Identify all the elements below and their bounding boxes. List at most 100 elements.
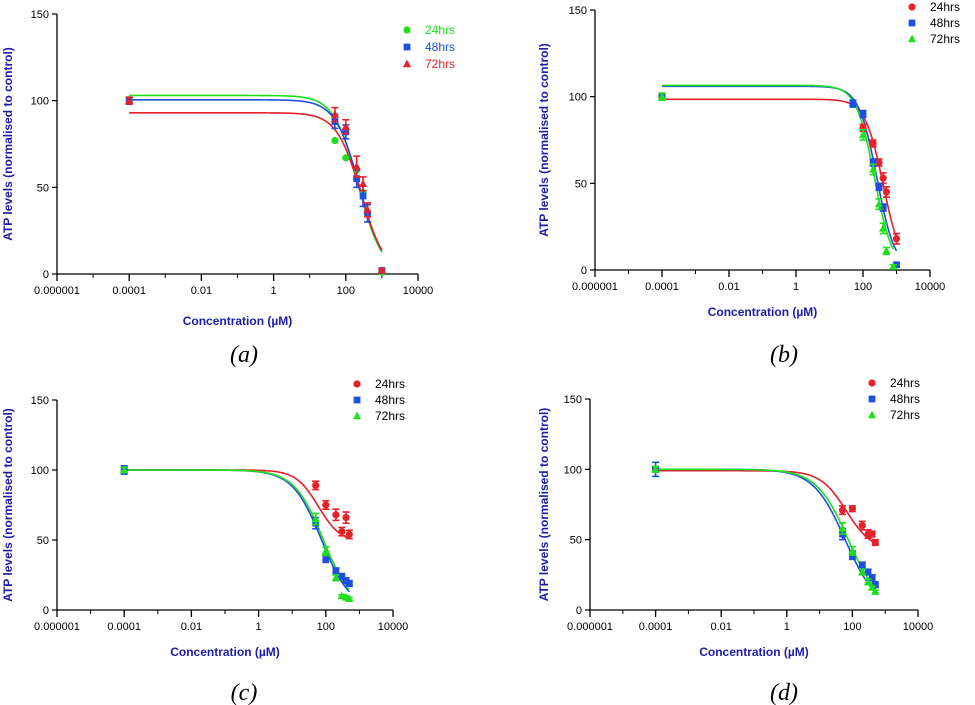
data-point-72hrs bbox=[874, 199, 884, 208]
data-point-72hrs bbox=[120, 465, 129, 474]
legend-marker-24hrs bbox=[403, 26, 411, 34]
x-axis-label: Concentration (µM) bbox=[699, 645, 809, 659]
y-tick-label: 50 bbox=[37, 535, 49, 547]
data-point-72hrs bbox=[377, 266, 386, 274]
x-tick-label: 100 bbox=[854, 281, 872, 293]
x-tick-label: 0.0001 bbox=[639, 621, 673, 633]
y-tick-label: 150 bbox=[569, 5, 587, 17]
data-point-24hrs bbox=[345, 530, 353, 539]
legend-marker-48hrs bbox=[868, 395, 876, 403]
fit-curve-72hrs bbox=[655, 468, 876, 589]
x-tick-label: 100 bbox=[317, 621, 335, 633]
data-point-48hrs bbox=[858, 561, 866, 569]
legend-label-72hrs: 72hrs bbox=[425, 57, 455, 71]
data-point-72hrs bbox=[879, 224, 888, 232]
data-point-72hrs bbox=[311, 514, 320, 523]
data-point-24hrs bbox=[332, 511, 340, 519]
y-tick-label: 50 bbox=[37, 182, 49, 194]
x-axis-label: Concentration (µM) bbox=[708, 305, 818, 319]
x-tick-label: 10000 bbox=[378, 621, 409, 633]
data-point-72hrs bbox=[363, 205, 372, 214]
data-point-72hrs bbox=[838, 524, 847, 532]
data-point-24hrs bbox=[871, 538, 879, 547]
legend-label-24hrs: 24hrs bbox=[425, 23, 455, 37]
x-axis-label: Concentration (µM) bbox=[170, 645, 280, 659]
legend-marker-24hrs bbox=[868, 379, 876, 387]
data-point-48hrs bbox=[868, 574, 876, 582]
data-point-48hrs bbox=[353, 175, 361, 183]
data-point-24hrs bbox=[322, 501, 330, 509]
x-tick-label: 1 bbox=[793, 281, 799, 293]
data-point-72hrs bbox=[868, 583, 877, 591]
data-point-48hrs bbox=[849, 100, 857, 107]
legend-marker-72hrs bbox=[907, 34, 917, 43]
data-point-24hrs bbox=[869, 139, 877, 148]
x-tick-label: 0.01 bbox=[181, 621, 202, 633]
data-point-72hrs bbox=[863, 577, 873, 586]
y-tick-label: 100 bbox=[569, 92, 587, 104]
legend-marker-24hrs bbox=[908, 3, 916, 11]
series-72hrs bbox=[657, 92, 898, 270]
data-point-48hrs bbox=[875, 183, 883, 191]
data-point-48hrs bbox=[864, 568, 872, 576]
data-point-24hrs bbox=[312, 481, 320, 489]
y-tick-label: 150 bbox=[31, 9, 49, 21]
data-point-72hrs bbox=[889, 262, 898, 270]
x-tick-label: 0.01 bbox=[191, 285, 212, 297]
x-axis-label: Concentration (µM) bbox=[183, 314, 293, 328]
legend-label-48hrs: 48hrs bbox=[425, 40, 455, 54]
x-tick-label: 1 bbox=[784, 621, 790, 633]
legend-marker-72hrs bbox=[867, 410, 877, 419]
data-point-72hrs bbox=[331, 573, 341, 581]
legend-marker-48hrs bbox=[403, 43, 411, 51]
legend-marker-72hrs bbox=[352, 411, 362, 420]
data-point-72hrs bbox=[358, 179, 368, 188]
data-point-24hrs bbox=[892, 235, 901, 243]
y-tick-label: 100 bbox=[31, 96, 49, 108]
data-point-72hrs bbox=[657, 92, 667, 100]
x-tick-label: 0.01 bbox=[718, 281, 739, 293]
x-tick-label: 0.000001 bbox=[567, 621, 613, 633]
series-48hrs bbox=[652, 461, 879, 589]
data-point-24hrs bbox=[342, 514, 350, 522]
y-tick-label: 150 bbox=[564, 394, 582, 406]
legend-marker-48hrs bbox=[353, 396, 361, 404]
y-tick-label: 0 bbox=[43, 269, 49, 281]
x-tick-label: 100 bbox=[337, 285, 355, 297]
panel-caption: (c) bbox=[231, 680, 258, 705]
data-point-24hrs bbox=[879, 174, 887, 182]
data-point-48hrs bbox=[338, 573, 346, 580]
legend-marker-72hrs bbox=[402, 59, 412, 68]
data-point-72hrs bbox=[345, 594, 354, 602]
chart-panel-d: 0 50 100 150 0.000001 0.0001 0.01 1 100 10000 Conc… bbox=[537, 376, 933, 705]
data-point-48hrs bbox=[859, 110, 867, 118]
legend-label-24hrs: 24hrs bbox=[890, 376, 920, 390]
data-point-24hrs bbox=[331, 136, 339, 145]
data-point-48hrs bbox=[322, 554, 330, 562]
data-point-48hrs bbox=[359, 192, 367, 200]
y-axis-label: ATP levels (normalised to control) bbox=[537, 43, 551, 237]
y-tick-label: 100 bbox=[564, 464, 582, 476]
legend: 24hrs 48hrs 72hrs bbox=[867, 376, 920, 422]
y-axis-label: ATP levels (normalised to control) bbox=[1, 408, 15, 602]
data-point-48hrs bbox=[871, 581, 879, 589]
y-tick-label: 50 bbox=[575, 178, 587, 190]
panel-caption: (b) bbox=[770, 342, 798, 368]
data-point-72hrs bbox=[871, 587, 880, 595]
data-point-72hrs bbox=[330, 110, 340, 118]
fit-curve-72hrs bbox=[124, 469, 350, 591]
data-point-48hrs bbox=[869, 159, 877, 166]
y-tick-label: 100 bbox=[31, 465, 49, 477]
data-point-24hrs bbox=[868, 530, 876, 538]
fit-curve-48hrs bbox=[129, 99, 383, 251]
x-tick-label: 100 bbox=[843, 621, 861, 633]
data-point-48hrs bbox=[332, 567, 340, 575]
data-point-24hrs bbox=[848, 505, 857, 513]
panel-caption: (d) bbox=[770, 680, 798, 705]
x-tick-label: 1 bbox=[256, 621, 262, 633]
y-axis-label: ATP levels (normalised to control) bbox=[537, 408, 551, 602]
y-tick-label: 150 bbox=[31, 395, 49, 407]
y-tick-label: 50 bbox=[570, 535, 582, 547]
data-point-72hrs bbox=[125, 96, 134, 104]
